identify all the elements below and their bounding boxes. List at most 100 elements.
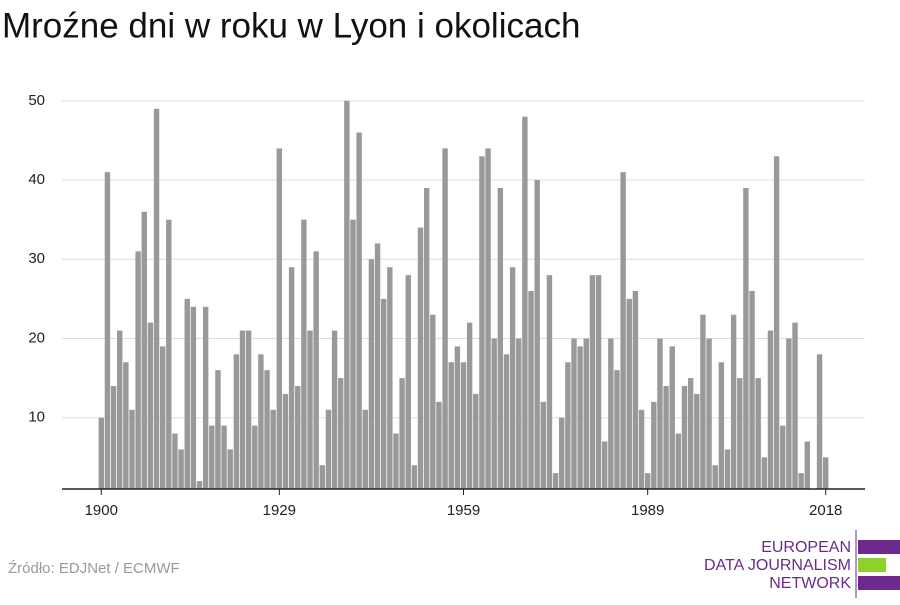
bar [528,290,534,489]
bar [583,338,589,489]
bar [706,338,712,489]
x-tick-label: 1929 [263,502,296,519]
bar [823,457,829,489]
bar [651,401,657,489]
y-tick-label: 20 [28,329,45,346]
bar [577,346,583,489]
bar [798,473,804,489]
bar [773,156,780,489]
bar [233,354,240,489]
bar [454,346,461,489]
bar [215,370,221,489]
bar [209,425,215,489]
y-tick-label: 40 [28,171,45,188]
y-tick-label: 10 [28,409,45,426]
bar [252,425,258,489]
bar [608,338,614,489]
bar [190,306,197,489]
bar [276,148,283,489]
bar [559,417,565,489]
logo-bar [858,540,900,554]
bar [338,378,344,489]
bar [663,386,669,489]
bar [601,441,608,489]
bar [816,354,823,489]
bar [534,180,540,489]
bar [718,362,725,489]
bar [712,465,718,489]
bar [417,227,424,489]
bar [153,108,160,489]
bar [196,481,203,489]
bar [473,393,479,489]
bar [436,401,442,489]
bar [442,148,448,489]
bar [509,267,516,489]
logo-text: EUROPEAN [761,539,851,556]
bar [301,219,307,489]
bar [123,362,129,489]
bar [644,473,651,489]
bar [319,465,326,489]
bar [387,267,393,489]
bar [552,473,559,489]
bar [657,338,663,489]
bar [546,275,553,489]
bar [460,362,467,489]
bar [804,441,810,489]
bar [522,116,528,489]
bar [614,370,620,489]
bar [307,330,313,489]
bar [724,449,731,489]
bar [466,322,473,489]
bar [135,251,141,489]
bar [245,330,252,489]
y-tick-label: 50 [28,92,45,109]
bar [350,219,356,489]
bar [98,417,104,489]
bar [687,378,694,489]
bar [632,290,639,489]
bar [399,378,405,489]
bar [331,330,338,489]
bar [730,314,737,489]
bar [393,433,399,489]
logo-bar [858,576,900,590]
bar [755,378,761,489]
bar [184,298,190,489]
bar [117,330,123,489]
bar [737,378,743,489]
bar [681,386,688,489]
bar [344,100,350,489]
bar [626,298,632,489]
bar [589,275,596,489]
bar [743,187,749,489]
bar [423,187,430,489]
x-tick-label: 2018 [809,502,842,519]
bar [448,362,454,489]
source: Źródło: EDJNet / ECMWF [8,560,180,577]
bar [264,370,270,489]
bar [491,338,497,489]
bar [767,330,774,489]
bar [270,409,276,489]
bar [380,298,387,489]
bar [288,267,295,489]
bar [368,259,375,489]
bar [325,409,332,489]
bar [761,457,768,489]
bar [227,449,233,489]
bar [638,409,645,489]
bar [700,314,706,489]
bar [540,401,547,489]
y-tick-label: 30 [28,250,45,267]
logo-text: NETWORK [769,575,851,592]
bar [780,425,786,489]
bar [595,275,602,489]
bar [258,354,264,489]
bar [313,251,319,489]
bar [104,172,111,489]
bar [792,322,798,489]
logo-bar [858,558,886,572]
